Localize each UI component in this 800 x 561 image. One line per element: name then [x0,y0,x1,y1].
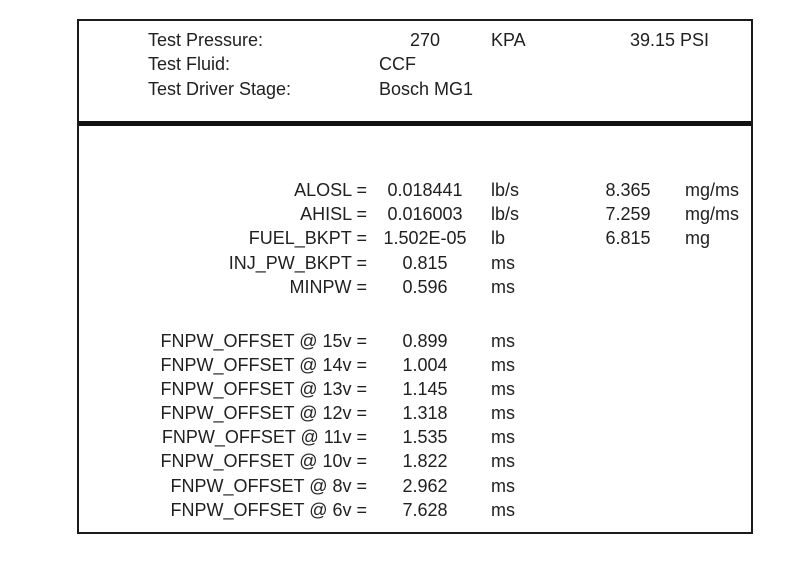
header-row-test-fluid: Test Fluid: CCF [79,54,751,78]
param-row-fuel-bkpt: FUEL_BKPT = 1.502E-05 lb 6.815 mg [79,228,751,252]
param-metric-unit: mg/ms [685,204,739,224]
offset-unit: ms [491,451,515,471]
offset-unit: ms [491,403,515,423]
param-unit: lb/s [491,204,520,224]
param-value: 0.815 [402,253,448,273]
param-metric-unit: mg/ms [685,180,739,200]
offset-value: 1.535 [402,427,448,447]
param-unit: ms [491,253,515,273]
test-pressure-label: Test Pressure: [148,30,264,50]
param-metric-value: 8.365 [605,180,651,200]
offset-label: FNPW_OFFSET @ 6v = [170,500,367,520]
offset-value: 7.628 [402,500,448,520]
param-value: 0.016003 [387,204,463,224]
test-driver-stage-label: Test Driver Stage: [148,79,292,99]
offset-unit: ms [491,331,515,351]
offset-value: 1.145 [402,379,448,399]
param-unit: ms [491,277,515,297]
offset-unit: ms [491,427,515,447]
test-report-panel: Test Pressure: 270 KPA 39.15 PSI Test Fl… [77,19,753,534]
offset-label: FNPW_OFFSET @ 12v = [160,403,367,423]
param-label: INJ_PW_BKPT = [228,253,367,273]
offset-value: 1.822 [402,451,448,471]
param-metric-value: 6.815 [605,228,651,248]
offset-row-12v: FNPW_OFFSET @ 12v = 1.318 ms [79,403,751,427]
param-row-inj-pw-bkpt: INJ_PW_BKPT = 0.815 ms [79,253,751,277]
offset-row-11v: FNPW_OFFSET @ 11v = 1.535 ms [79,427,751,451]
offset-value: 2.962 [402,476,448,496]
test-fluid-label: Test Fluid: [148,54,231,74]
offset-label: FNPW_OFFSET @ 10v = [160,451,367,471]
section-divider [79,121,751,126]
param-label: ALOSL = [294,180,367,200]
offset-unit: ms [491,500,515,520]
param-label: MINPW = [289,277,367,297]
offset-row-15v: FNPW_OFFSET @ 15v = 0.899 ms [79,331,751,355]
offset-row-8v: FNPW_OFFSET @ 8v = 2.962 ms [79,476,751,500]
header-row-test-driver-stage: Test Driver Stage: Bosch MG1 [79,79,751,103]
test-fluid-value: CCF [379,54,416,74]
param-row-minpw: MINPW = 0.596 ms [79,277,751,301]
param-metric-value: 7.259 [605,204,651,224]
offset-unit: ms [491,355,515,375]
test-pressure-value: 270 [409,30,441,50]
param-value: 0.018441 [387,180,463,200]
test-pressure-unit: KPA [491,30,526,50]
param-unit: lb/s [491,180,520,200]
offset-label: FNPW_OFFSET @ 11v = [161,427,367,447]
param-value: 1.502E-05 [383,228,467,248]
offset-unit: ms [491,476,515,496]
offset-label: FNPW_OFFSET @ 15v = [160,331,367,351]
offset-label: FNPW_OFFSET @ 14v = [160,355,367,375]
offset-unit: ms [491,379,515,399]
header-row-test-pressure: Test Pressure: 270 KPA 39.15 PSI [79,30,751,54]
offset-row-6v: FNPW_OFFSET @ 6v = 7.628 ms [79,500,751,524]
offset-label: FNPW_OFFSET @ 13v = [160,379,367,399]
test-pressure-psi-value: 39.15 PSI [630,30,710,50]
param-metric-unit: mg [685,228,711,248]
offset-value: 1.004 [402,355,448,375]
offset-row-14v: FNPW_OFFSET @ 14v = 1.004 ms [79,355,751,379]
param-label: AHISL = [300,204,367,224]
test-driver-stage-value: Bosch MG1 [379,79,474,99]
offset-row-10v: FNPW_OFFSET @ 10v = 1.822 ms [79,451,751,475]
param-label: FUEL_BKPT = [248,228,367,248]
offset-value: 0.899 [402,331,448,351]
offset-value: 1.318 [402,403,448,423]
param-value: 0.596 [402,277,448,297]
param-row-ahisl: AHISL = 0.016003 lb/s 7.259 mg/ms [79,204,751,228]
param-row-alosl: ALOSL = 0.018441 lb/s 8.365 mg/ms [79,180,751,204]
offset-row-13v: FNPW_OFFSET @ 13v = 1.145 ms [79,379,751,403]
param-unit: lb [491,228,506,248]
offset-label: FNPW_OFFSET @ 8v = [170,476,367,496]
